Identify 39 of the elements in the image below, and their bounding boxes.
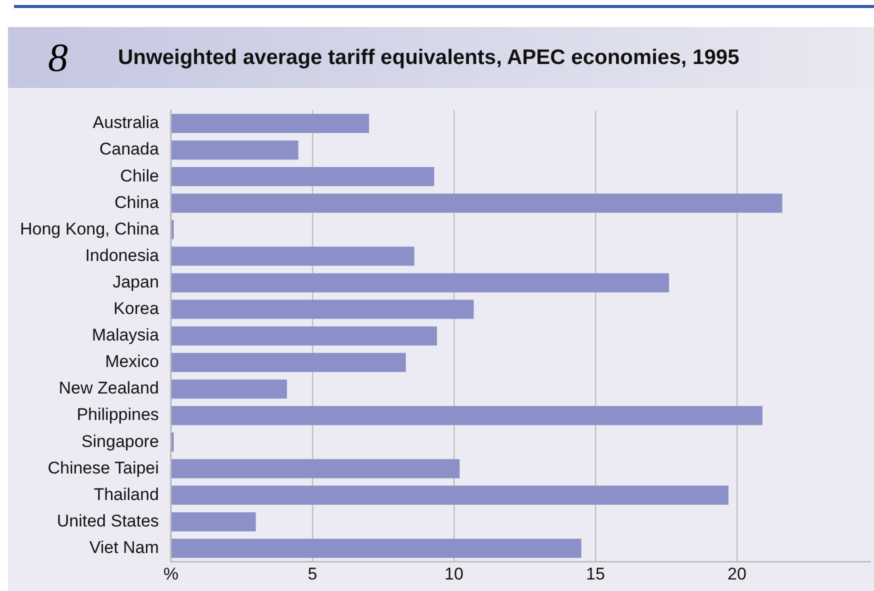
bar [172,538,582,558]
y-tick-label: Philippines [76,405,159,424]
y-tick-label: United States [56,511,159,530]
y-tick-label: Hong Kong, China [20,219,160,238]
x-tick-label: 20 [728,564,746,584]
y-tick-label: New Zealand [58,378,159,398]
bar [172,486,728,505]
y-tick-label: Singapore [81,432,159,451]
y-tick-label: China [114,192,160,212]
y-tick-label: Malaysia [92,326,160,345]
bar [172,273,670,292]
x-tick-label: % [163,564,178,584]
y-tick-label: Japan [112,272,159,292]
bar [172,167,434,186]
y-tick-label: Thailand [94,484,159,504]
bar [172,379,287,399]
x-tick-label: 10 [444,564,464,584]
y-tick-label: Canada [99,140,160,159]
bar [172,140,298,160]
bar [172,406,762,426]
y-tick-label: Korea [114,299,160,318]
bar [172,459,460,478]
y-tick-label: Australia [92,113,160,132]
text: 8 [48,34,69,81]
x-tick-label: 15 [586,564,605,584]
bar [172,114,370,134]
bar [172,246,414,266]
y-tick-label: Indonesia [85,246,160,265]
bar [172,326,437,346]
y-tick-label: Chile [120,166,159,186]
bar [172,300,474,319]
chart-title: Unweighted average tariff equivalents, APEC economies, 1995 [118,46,740,70]
y-tick-label: Viet Nam [89,538,159,558]
y-tick-label: Chinese Taipei [48,458,159,478]
bar [172,194,782,213]
y-tick-label: Mexico [105,352,159,372]
x-tick-label: 5 [308,564,318,584]
bar [172,352,406,372]
bar [172,512,256,532]
